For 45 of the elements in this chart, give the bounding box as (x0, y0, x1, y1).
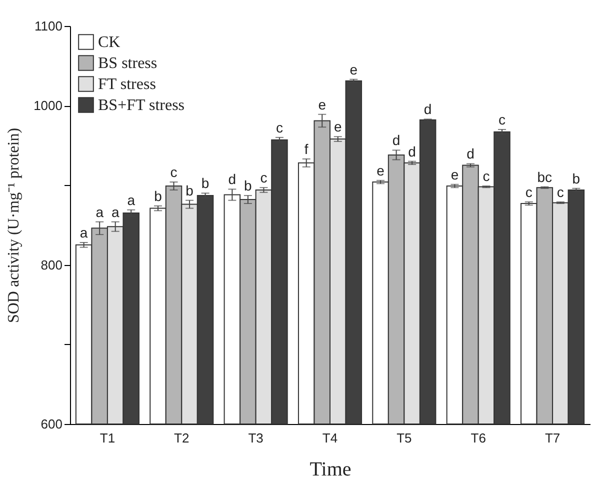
data-label: e (334, 118, 342, 135)
y-axis-title: SOD activity (U·mg⁻¹ protein) (6, 128, 23, 324)
x-tick-label: T6 (470, 430, 486, 446)
data-label: d (408, 143, 416, 160)
data-label: c (170, 164, 178, 180)
data-label: a (111, 204, 120, 220)
data-label: a (80, 224, 88, 241)
x-tick-label: T3 (248, 430, 264, 446)
data-label: e (318, 96, 326, 112)
x-tick-label: T2 (174, 430, 190, 446)
data-label: a (127, 192, 136, 208)
x-tick-label: T1 (100, 430, 116, 446)
data-label: b (186, 182, 194, 198)
data-label: a (96, 204, 104, 220)
data-label: b (244, 178, 252, 194)
y-tick-label: 1100 (34, 18, 62, 34)
legend-label: FT stress (98, 76, 156, 93)
data-label: c (482, 168, 490, 184)
data-label: b (201, 175, 210, 192)
y-tick-label: 600 (40, 416, 62, 432)
legend-label: BS+FT stress (98, 97, 185, 114)
data-label: d (466, 146, 474, 162)
data-label: c (498, 111, 506, 128)
data-label: c (556, 184, 564, 200)
data-label: c (260, 170, 268, 186)
data-label: d (392, 132, 400, 148)
data-label: e (376, 162, 385, 178)
y-tick-label: 800 (40, 257, 62, 272)
legend-label: BS stress (98, 55, 158, 72)
legend-label: CK (98, 34, 121, 51)
data-label: e (350, 61, 358, 78)
data-label: bc (537, 168, 552, 185)
x-tick-label: T4 (322, 430, 338, 446)
data-label: b (572, 170, 580, 186)
x-axis-title: Time (310, 458, 352, 480)
x-tick-label: T7 (544, 430, 560, 446)
data-label: c (276, 119, 283, 136)
data-label: b (154, 188, 162, 204)
data-label: d (228, 171, 236, 188)
data-label: f (304, 140, 308, 157)
x-tick-label: T5 (396, 430, 412, 446)
y-tick-label: 1000 (34, 98, 62, 114)
data-label: d (424, 101, 432, 118)
data-label: e (450, 166, 459, 182)
data-label: c (525, 184, 532, 200)
